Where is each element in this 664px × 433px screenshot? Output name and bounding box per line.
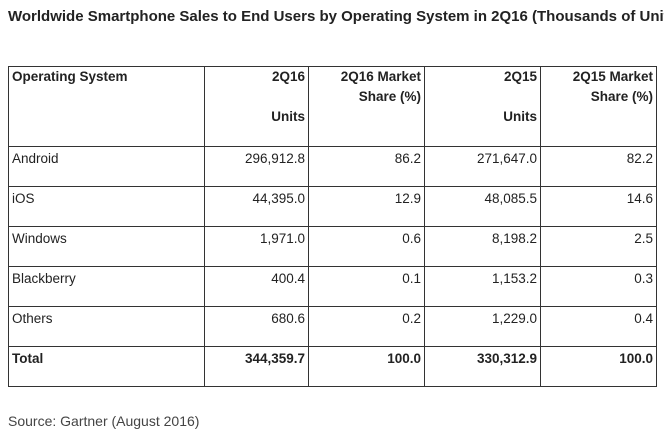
os-cell: Android [8,146,205,187]
units-2q15-cell: 330,312.9 [424,346,541,387]
col-header-operating-system: Operating System [8,66,205,147]
col-header-2q15-units: 2Q15 Units [424,66,541,147]
units-2q15-cell: 48,085.5 [424,186,541,227]
col-header-2q16-share: 2Q16 Market Share (%) [308,66,425,147]
share-2q16-cell: 100.0 [308,346,425,387]
source-note: Source: Gartner (August 2016) [8,413,200,429]
units-2q15-cell: 8,198.2 [424,226,541,267]
os-cell: iOS [8,186,205,227]
table-row: iOS 44,395.0 12.9 48,085.5 14.6 [8,186,657,227]
units-2q15-cell: 271,647.0 [424,146,541,187]
header-row: Operating System 2Q16 Units 2Q16 Market … [8,66,657,147]
col-header-2q16-units: 2Q16 Units [204,66,309,147]
os-cell: Total [8,346,205,387]
table-row: Others 680.6 0.2 1,229.0 0.4 [8,306,657,347]
os-cell: Blackberry [8,266,205,307]
sales-table: Operating System 2Q16 Units 2Q16 Market … [8,66,657,387]
table-row: Windows 1,971.0 0.6 8,198.2 2.5 [8,226,657,267]
col-header-2q15-share: 2Q15 Market Share (%) [540,66,657,147]
table-row: Blackberry 400.4 0.1 1,153.2 0.3 [8,266,657,307]
units-2q16-cell: 344,359.7 [204,346,309,387]
units-2q16-cell: 296,912.8 [204,146,309,187]
table-body: Android 296,912.8 86.2 271,647.0 82.2 iOS 44,3… [8,146,657,387]
units-2q16-cell: 400.4 [204,266,309,307]
share-2q16-cell: 0.6 [308,226,425,267]
table-title: Worldwide Smartphone Sales to End Users … [8,8,664,25]
share-2q15-cell: 100.0 [540,346,657,387]
units-2q16-cell: 680.6 [204,306,309,347]
share-2q16-cell: 0.2 [308,306,425,347]
table-row: Android 296,912.8 86.2 271,647.0 82.2 [8,146,657,187]
share-2q15-cell: 14.6 [540,186,657,227]
units-2q15-cell: 1,153.2 [424,266,541,307]
share-2q15-cell: 0.4 [540,306,657,347]
total-row: Total 344,359.7 100.0 330,312.9 100.0 [8,346,657,387]
share-2q15-cell: 0.3 [540,266,657,307]
share-2q16-cell: 86.2 [308,146,425,187]
share-2q15-cell: 82.2 [540,146,657,187]
units-2q16-cell: 1,971.0 [204,226,309,267]
os-cell: Others [8,306,205,347]
units-2q15-cell: 1,229.0 [424,306,541,347]
share-2q16-cell: 0.1 [308,266,425,307]
share-2q15-cell: 2.5 [540,226,657,267]
share-2q16-cell: 12.9 [308,186,425,227]
os-cell: Windows [8,226,205,267]
units-2q16-cell: 44,395.0 [204,186,309,227]
